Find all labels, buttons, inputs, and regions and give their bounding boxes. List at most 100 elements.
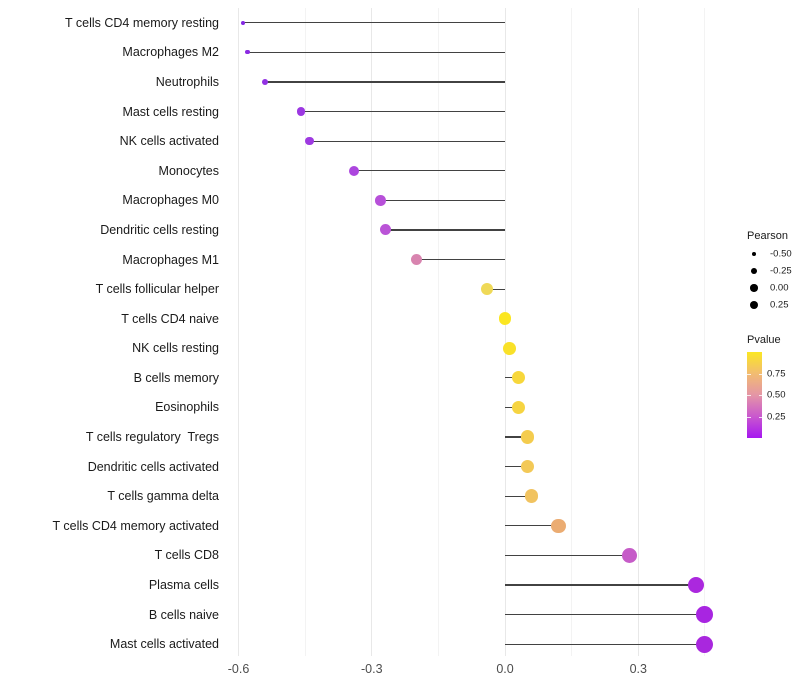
lollipop-dot — [296, 107, 305, 116]
colorbar-tick-mark — [747, 373, 751, 375]
lollipop-dot — [348, 165, 360, 176]
colorbar-tick-mark — [758, 416, 762, 418]
lollipop-stem — [505, 525, 559, 527]
lollipop-stem — [505, 554, 630, 557]
lollipop-dot — [481, 282, 494, 296]
legend-dot-icon — [744, 280, 764, 296]
colorbar-tick-mark — [758, 395, 762, 396]
y-axis-label: T cells follicular helper — [95, 282, 219, 297]
y-axis-label: Mast cells resting — [122, 104, 219, 119]
size-legend-label: -0.50 — [770, 248, 792, 260]
lollipop-stem — [265, 81, 506, 83]
legend-dot-icon — [744, 297, 764, 313]
y-axis-label: NK cells resting — [132, 341, 219, 356]
y-axis-label: Plasma cells — [148, 578, 219, 593]
lollipop-dot — [305, 136, 314, 146]
lollipop-stem — [505, 614, 705, 616]
y-axis-label: Macrophages M0 — [122, 193, 219, 208]
major-gridline — [371, 8, 373, 656]
colorbar-tick-label: 0.25 — [767, 411, 786, 422]
major-gridline — [238, 8, 240, 656]
y-axis-label: NK cells activated — [119, 134, 219, 149]
lollipop-stem — [487, 288, 506, 290]
colorbar-tick-mark — [758, 373, 762, 375]
lollipop-stem — [309, 140, 506, 142]
lollipop-stem — [505, 436, 528, 438]
y-axis-label: T cells CD8 — [154, 548, 219, 563]
size-legend-title: Pearson — [747, 230, 788, 242]
lollipop-dot — [262, 79, 269, 85]
y-axis-label: T cells CD4 naive — [121, 311, 219, 326]
lollipop-dot — [511, 371, 525, 385]
lollipop-dot — [240, 20, 245, 25]
y-axis-label: B cells memory — [133, 370, 219, 385]
y-axis-label: T cells regulatory Tregs — [85, 430, 219, 445]
lollipop-stem — [505, 466, 528, 468]
lollipop-dot — [524, 489, 539, 504]
lollipop-stem — [247, 51, 506, 53]
lollipop-dot — [621, 547, 638, 564]
colorbar-tick-label: 0.50 — [767, 389, 786, 401]
y-axis-label: Neutrophils — [155, 74, 219, 89]
lollipop-stem — [505, 406, 519, 409]
lollipop-dot — [245, 50, 250, 55]
y-axis-label: T cells CD4 memory resting — [65, 15, 219, 30]
lollipop-dot — [379, 224, 391, 236]
major-gridline — [637, 8, 639, 656]
lollipop-stem — [380, 199, 506, 201]
y-axis-label: T cells gamma delta — [107, 489, 219, 504]
lollipop-stem — [505, 495, 532, 497]
x-tick-label: -0.6 — [227, 662, 250, 676]
lollipop-dot — [520, 430, 534, 444]
minor-gridline — [704, 8, 706, 656]
lollipop-stem — [300, 110, 506, 113]
lollipop-dot — [498, 312, 512, 326]
y-axis-label: Dendritic cells resting — [100, 222, 219, 237]
lollipop-dot — [511, 400, 525, 414]
lollipop-dot — [687, 576, 705, 594]
size-legend-label: -0.25 — [770, 265, 792, 277]
lollipop-dot — [696, 606, 714, 623]
lollipop-stem — [354, 170, 506, 172]
y-axis-label: Mast cells activated — [109, 637, 219, 652]
size-legend-item: 0.00 — [744, 280, 800, 296]
y-axis-label: Monocytes — [158, 163, 219, 178]
x-tick-label: 0.0 — [496, 662, 514, 676]
y-axis-label: B cells naive — [148, 607, 219, 622]
legend-dot-icon — [744, 263, 764, 279]
lollipop-stem — [505, 643, 705, 645]
lollipop-stem — [505, 584, 696, 586]
lollipop-dot — [696, 635, 714, 653]
lollipop-dot — [375, 195, 386, 206]
lollipop-stem — [505, 377, 519, 379]
x-tick-label: 0.3 — [629, 662, 647, 676]
color-legend-title: Pvalue — [747, 334, 781, 346]
lollipop-stem — [242, 22, 506, 24]
lollipop-dot — [551, 518, 566, 534]
y-axis-label: T cells CD4 memory activated — [52, 518, 220, 533]
size-legend-item: 0.25 — [744, 297, 800, 313]
legend-dot-icon — [744, 246, 764, 262]
lollipop-dot — [503, 341, 516, 355]
colorbar-tick-mark — [747, 395, 751, 396]
y-axis-label: Dendritic cells activated — [87, 459, 219, 474]
lollipop-stem — [385, 229, 506, 231]
minor-gridline — [304, 8, 306, 656]
size-legend-label: 0.25 — [770, 299, 789, 311]
y-axis-label: Eosinophils — [155, 400, 219, 415]
major-gridline — [504, 8, 506, 656]
y-axis-label: Macrophages M1 — [122, 252, 219, 267]
lollipop-dot — [520, 459, 534, 474]
y-axis-label: Macrophages M2 — [122, 45, 219, 60]
minor-gridline — [571, 8, 573, 656]
size-legend-label: 0.00 — [770, 282, 789, 294]
size-legend-item: -0.50 — [744, 246, 800, 262]
lollipop-dot — [410, 253, 422, 266]
lollipop-stem — [416, 258, 506, 261]
x-tick-label: -0.3 — [361, 662, 383, 676]
pvalue-colorbar — [747, 352, 762, 438]
minor-gridline — [437, 8, 439, 656]
colorbar-tick-mark — [747, 416, 751, 418]
colorbar-tick-label: 0.75 — [767, 368, 786, 379]
